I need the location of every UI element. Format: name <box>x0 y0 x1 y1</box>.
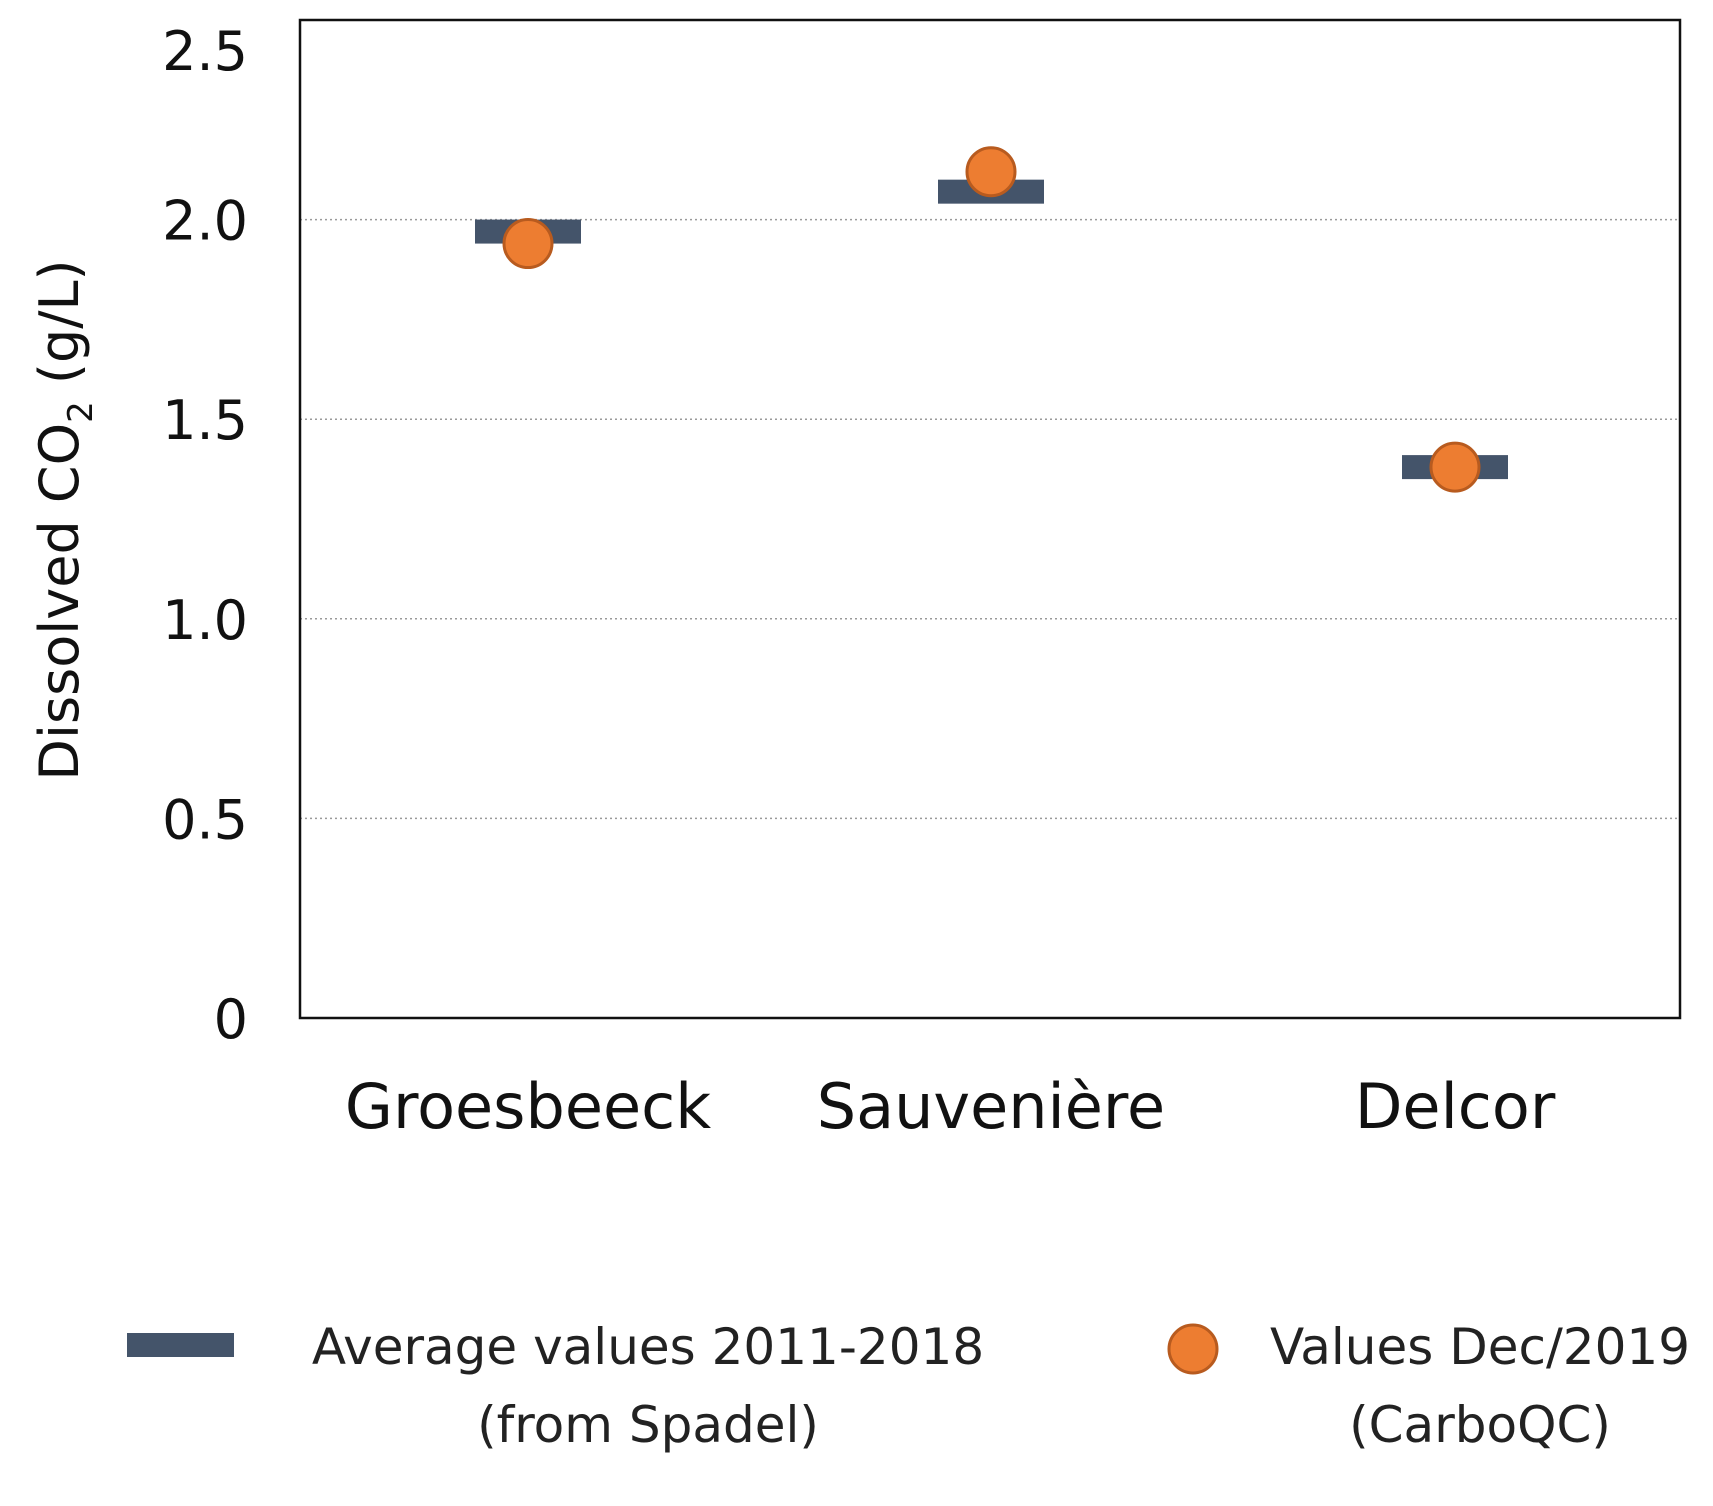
legend-label-average-line2: (from Spadel) <box>477 1396 819 1454</box>
y-tick-label-3: 1.5 <box>162 389 248 452</box>
legend-label-average-line1: Average values 2011-2018 <box>312 1318 984 1376</box>
x-category-label-2: Delcor <box>1355 1070 1556 1143</box>
gridlines <box>300 218 1680 820</box>
legend-label-dec2019-line1: Values Dec/2019 <box>1270 1318 1690 1376</box>
legend: Average values 2011-2018 (from Spadel) V… <box>127 1318 1690 1454</box>
y-tick-label-5: 2.5 <box>162 20 248 83</box>
series-average-markers <box>475 179 1508 480</box>
dec2019-marker-1 <box>965 146 1017 198</box>
y-tick-label-0: 0 <box>214 988 248 1051</box>
y-axis-title-suffix: (g/L) <box>28 259 91 401</box>
y-axis-title-prefix: Dissolved CO <box>28 423 91 781</box>
legend-dash-icon <box>127 1333 234 1357</box>
x-category-label-0: Groesbeeck <box>345 1070 711 1143</box>
legend-item-dec2019: Values Dec/2019 (CarboQC) <box>1167 1318 1690 1454</box>
plot-area-frame <box>298 18 1682 1020</box>
legend-item-average: Average values 2011-2018 (from Spadel) <box>127 1318 984 1454</box>
y-tick-label-4: 2.0 <box>162 190 248 253</box>
y-axis-title-subscript: 2 <box>61 401 101 423</box>
series-dec2019-markers <box>502 146 1481 493</box>
legend-circle-icon <box>1167 1323 1219 1375</box>
dec2019-marker-0 <box>502 218 554 270</box>
y-axis-title: Dissolved CO2 (g/L) <box>28 259 101 780</box>
legend-label-dec2019-line2: (CarboQC) <box>1349 1396 1611 1454</box>
x-category-label-1: Sauvenière <box>817 1070 1165 1143</box>
dec2019-marker-2 <box>1429 441 1481 493</box>
y-tick-label-1: 0.5 <box>162 788 248 851</box>
y-axis-ticks: 0 0.5 1.0 1.5 2.0 2.5 <box>162 20 248 1051</box>
x-axis-categories: Groesbeeck Sauvenière Delcor <box>345 1070 1556 1143</box>
y-tick-label-2: 1.0 <box>162 589 248 652</box>
